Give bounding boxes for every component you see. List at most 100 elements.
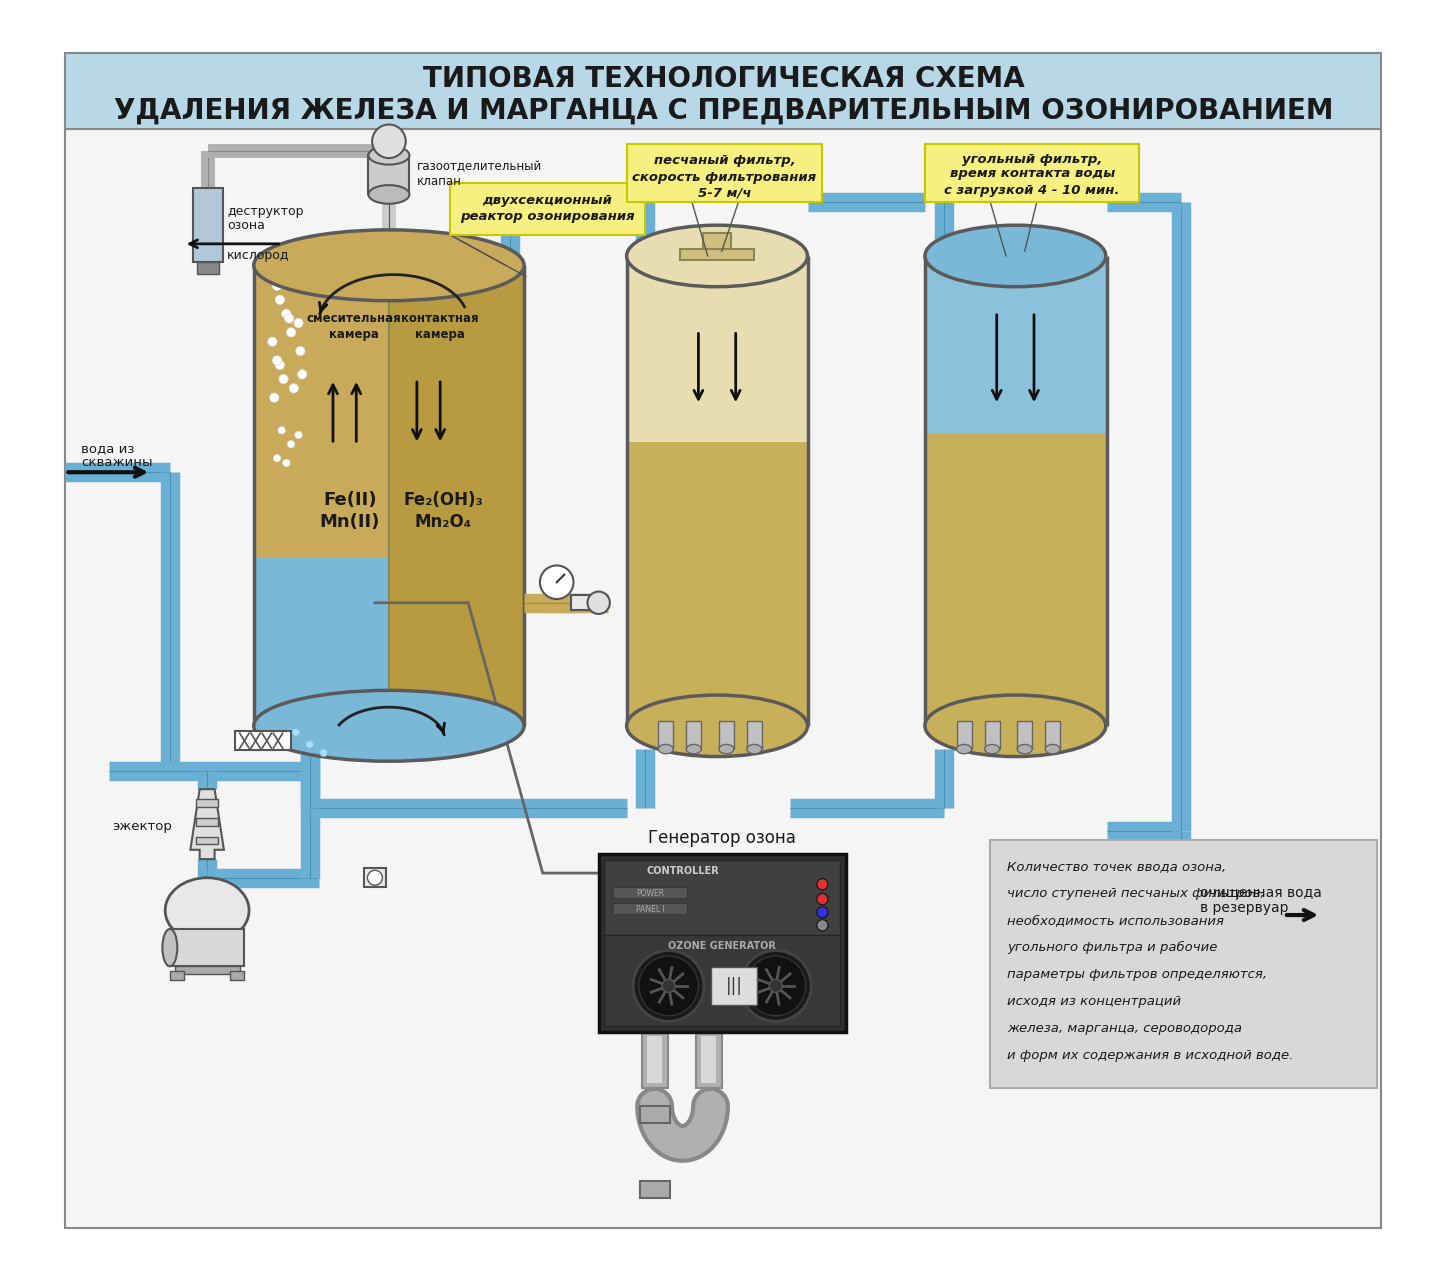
Polygon shape xyxy=(191,789,224,860)
Bar xyxy=(647,1036,663,1082)
Bar xyxy=(1017,721,1032,749)
Circle shape xyxy=(279,374,288,384)
Text: Fe₂(OH)₃: Fe₂(OH)₃ xyxy=(404,491,483,510)
Circle shape xyxy=(272,356,282,365)
Text: POWER: POWER xyxy=(635,889,664,898)
Circle shape xyxy=(282,309,291,319)
Ellipse shape xyxy=(253,229,524,301)
Circle shape xyxy=(278,427,285,434)
Bar xyxy=(605,935,841,1026)
Ellipse shape xyxy=(984,744,1000,753)
Circle shape xyxy=(282,459,289,466)
Bar xyxy=(925,433,1107,726)
Text: УДАЛЕНИЯ ЖЕЛЕЗА И МАРГАНЦА С ПРЕДВАРИТЕЛЬНЫМ ОЗОНИРОВАНИЕМ: УДАЛЕНИЯ ЖЕЛЕЗА И МАРГАНЦА С ПРЕДВАРИТЕЛ… xyxy=(114,96,1333,124)
Text: Генератор озона: Генератор озона xyxy=(648,829,796,847)
Bar xyxy=(230,971,245,980)
Text: железа, марганца, сероводорода: железа, марганца, сероводорода xyxy=(1007,1022,1242,1035)
Text: эжектор: эжектор xyxy=(111,820,172,833)
Circle shape xyxy=(289,384,298,393)
Text: PANEL I: PANEL I xyxy=(635,904,664,913)
Text: контактная: контактная xyxy=(401,311,479,325)
Text: камера: камера xyxy=(415,328,464,341)
Bar xyxy=(984,721,1000,749)
Bar xyxy=(450,183,645,234)
Text: и форм их содержания в исходной воде.: и форм их содержания в исходной воде. xyxy=(1007,1049,1294,1062)
Circle shape xyxy=(273,455,281,462)
Ellipse shape xyxy=(1045,744,1061,753)
Text: |||: ||| xyxy=(725,977,742,995)
Bar xyxy=(175,966,240,974)
Bar xyxy=(169,929,245,966)
Circle shape xyxy=(285,314,294,323)
Text: песчаный фильтр,: песчаный фильтр, xyxy=(654,155,796,168)
Bar xyxy=(195,799,218,807)
Bar xyxy=(363,869,386,886)
Bar xyxy=(710,967,757,1004)
Ellipse shape xyxy=(747,744,761,753)
Circle shape xyxy=(292,729,300,737)
Text: исходя из концентраций: исходя из концентраций xyxy=(1007,995,1181,1008)
Bar xyxy=(696,1031,722,1088)
Bar xyxy=(234,731,291,751)
Bar xyxy=(640,1181,670,1198)
Ellipse shape xyxy=(253,690,524,761)
Circle shape xyxy=(295,346,305,356)
Circle shape xyxy=(587,592,609,614)
Text: угольный фильтр,: угольный фильтр, xyxy=(962,152,1103,165)
Circle shape xyxy=(269,393,279,402)
Circle shape xyxy=(747,956,806,1016)
Bar xyxy=(640,1107,670,1123)
Bar xyxy=(195,836,218,844)
Bar xyxy=(702,1036,716,1082)
Circle shape xyxy=(816,879,828,890)
Bar xyxy=(169,971,184,980)
Text: клапан: клапан xyxy=(417,175,462,188)
Bar xyxy=(641,1031,667,1088)
Bar xyxy=(1045,721,1061,749)
Text: необходимость использования: необходимость использования xyxy=(1007,915,1224,927)
Circle shape xyxy=(275,295,285,305)
Bar xyxy=(570,596,595,610)
Circle shape xyxy=(294,319,304,328)
Bar xyxy=(192,188,223,263)
Ellipse shape xyxy=(369,146,410,164)
Text: кислород: кислород xyxy=(227,249,289,261)
Bar xyxy=(747,721,761,749)
Text: двухсекционный: двухсекционный xyxy=(482,193,612,206)
Circle shape xyxy=(320,749,327,757)
Bar xyxy=(925,256,1107,433)
Ellipse shape xyxy=(686,744,702,753)
Text: скорость фильтрования: скорость фильтрования xyxy=(632,172,816,184)
Text: угольного фильтра и рабочие: угольного фильтра и рабочие xyxy=(1007,942,1217,954)
Ellipse shape xyxy=(1017,744,1032,753)
Circle shape xyxy=(368,870,382,885)
Ellipse shape xyxy=(925,225,1106,287)
Bar xyxy=(640,1255,670,1272)
Ellipse shape xyxy=(165,877,249,943)
Text: Fe(II): Fe(II) xyxy=(323,491,376,510)
Circle shape xyxy=(663,980,676,993)
Bar xyxy=(605,860,841,935)
Text: реактор озонирования: реактор озонирования xyxy=(460,210,635,223)
Bar xyxy=(680,249,754,260)
Circle shape xyxy=(305,740,314,748)
Bar xyxy=(658,721,673,749)
Ellipse shape xyxy=(369,186,410,204)
Ellipse shape xyxy=(627,696,807,757)
Circle shape xyxy=(272,281,282,291)
Text: Mn(II): Mn(II) xyxy=(320,512,381,530)
Ellipse shape xyxy=(956,744,971,753)
Bar xyxy=(627,143,822,202)
Bar xyxy=(612,886,687,898)
Text: деструктор: деструктор xyxy=(227,205,304,218)
Ellipse shape xyxy=(658,744,673,753)
Text: вода из: вода из xyxy=(81,442,135,456)
Bar xyxy=(253,559,389,726)
Circle shape xyxy=(540,565,573,600)
Circle shape xyxy=(295,432,302,438)
Text: камера: камера xyxy=(328,328,379,341)
Text: число ступеней песчаных фильтров,: число ступеней песчаных фильтров, xyxy=(1007,888,1265,901)
Circle shape xyxy=(288,441,295,448)
Text: Mn₂O₄: Mn₂O₄ xyxy=(414,512,472,530)
Bar xyxy=(65,53,1380,129)
